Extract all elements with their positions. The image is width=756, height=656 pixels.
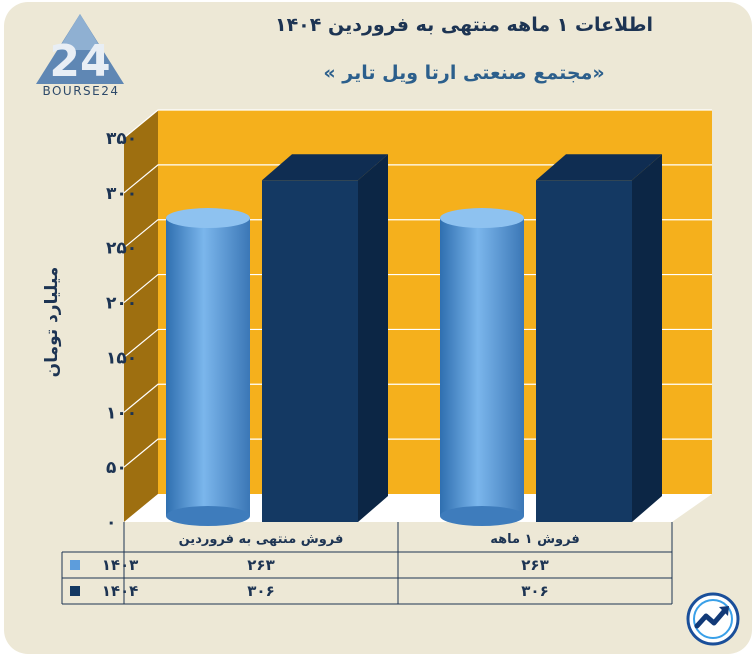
- data-label-۱۴۰۳: ۲۶۳: [521, 556, 548, 574]
- legend-label: ۱۴۰۳: [102, 556, 139, 574]
- y-tick-label: ۲۰۰: [106, 294, 137, 314]
- bar-1404-side: [358, 154, 388, 522]
- y-tick-label: ۱۰۰: [106, 403, 137, 423]
- gridline: [123, 383, 712, 413]
- bar-1403-base: [440, 506, 524, 526]
- gridline: [123, 273, 712, 304]
- chart-title: اطلاعات ۱ ماهه منتهی به فروردین ۱۴۰۴: [274, 14, 653, 36]
- y-tick-label: ۲۵۰: [106, 239, 137, 259]
- bar-1403-top: [166, 208, 250, 229]
- y-tick-label: ۰: [106, 513, 116, 533]
- bar-1404-side: [632, 154, 662, 522]
- chart-card: 24 BOURSE24 اطلاعات ۱ ماهه منتهی به فرور…: [4, 2, 752, 654]
- chart-subtitle: «مجتمع صنعتی ارتا ویل تایر »: [323, 62, 605, 84]
- data-label-۱۴۰۳: ۲۶۳: [247, 556, 274, 574]
- plot-area: ۰ ۵۰ ۱۰۰ ۱۵۰ ۲۰۰ ۲۵۰ ۳۰۰ ۳۵۰ فروش منتهی به فرورد…: [61, 109, 712, 605]
- legend-swatch: [70, 560, 80, 570]
- bar-1403-body: [440, 218, 524, 516]
- y-tick-label: ۳۰۰: [106, 184, 137, 204]
- trend-arrow-icon: [686, 592, 740, 646]
- y-tick-label: ۵۰: [106, 458, 127, 478]
- gridline: [123, 328, 712, 358]
- legend-swatch: [70, 586, 80, 596]
- bar-1404-top: [262, 154, 388, 181]
- bar-1403-body: [166, 218, 250, 516]
- logo-text: BOURSE24: [42, 84, 120, 98]
- legend-label: ۱۴۰۴: [102, 582, 139, 600]
- gridline: [123, 219, 712, 249]
- y-tick-label: ۱۵۰: [106, 348, 137, 368]
- bourse24-logo: 24: [36, 14, 124, 87]
- bar-1404-top: [536, 154, 662, 181]
- bar-1404-front: [536, 180, 632, 522]
- bar-1403-base: [166, 506, 250, 526]
- category-label: فروش منتهی به فروردین: [179, 532, 344, 547]
- gridline: [123, 438, 712, 468]
- bar-1404-front: [262, 180, 358, 522]
- data-label-۱۴۰۴: ۳۰۶: [247, 582, 274, 600]
- gridline: [123, 109, 712, 139]
- gridline: [123, 164, 712, 194]
- category-label: فروش ۱ ماهه: [490, 532, 579, 547]
- bar-1403-top: [440, 208, 524, 229]
- chart-side-wall: [124, 110, 158, 522]
- y-tick-label: ۳۵۰: [106, 129, 137, 149]
- data-label-۱۴۰۴: ۳۰۶: [521, 582, 548, 600]
- svg-text:24: 24: [49, 36, 110, 87]
